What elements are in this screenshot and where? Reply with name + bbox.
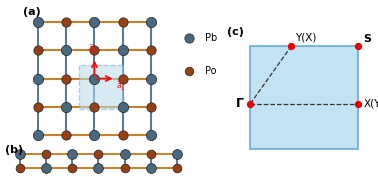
- Point: [121, 152, 127, 155]
- Point: [91, 21, 98, 24]
- Point: [17, 167, 23, 169]
- Point: [288, 45, 294, 48]
- Point: [355, 45, 361, 48]
- Text: $\vec{a}_2$: $\vec{a}_2$: [88, 43, 98, 56]
- Text: (c): (c): [227, 27, 243, 36]
- Point: [247, 102, 253, 105]
- Point: [64, 21, 70, 24]
- Text: Pb: Pb: [205, 33, 218, 43]
- Point: [147, 77, 153, 80]
- Point: [64, 133, 70, 136]
- Point: [64, 105, 70, 108]
- Point: [121, 167, 127, 169]
- Point: [174, 167, 180, 169]
- Point: [36, 105, 42, 108]
- Text: S: S: [363, 34, 371, 44]
- Point: [36, 49, 42, 52]
- Bar: [250, 46, 358, 149]
- Bar: [79, 65, 122, 109]
- Point: [36, 77, 42, 80]
- Point: [147, 49, 153, 52]
- Point: [69, 152, 75, 155]
- Point: [95, 167, 101, 169]
- Point: [43, 152, 49, 155]
- Point: [119, 77, 125, 80]
- Point: [119, 49, 125, 52]
- Point: [147, 21, 153, 24]
- Text: (b): (b): [5, 145, 23, 155]
- Point: [186, 70, 192, 73]
- Point: [91, 105, 98, 108]
- Point: [95, 152, 101, 155]
- Point: [36, 21, 42, 24]
- Point: [64, 49, 70, 52]
- Text: Y(X): Y(X): [295, 32, 317, 42]
- Point: [174, 152, 180, 155]
- Point: [355, 102, 361, 105]
- Text: (a): (a): [23, 7, 41, 17]
- Point: [147, 133, 153, 136]
- Text: $\vec{a}_1$: $\vec{a}_1$: [116, 80, 126, 93]
- Point: [147, 105, 153, 108]
- Point: [91, 77, 98, 80]
- Point: [186, 36, 192, 39]
- Point: [148, 167, 154, 169]
- Text: X(Y): X(Y): [363, 99, 378, 109]
- Text: Γ: Γ: [236, 97, 244, 110]
- Point: [91, 49, 98, 52]
- Point: [64, 77, 70, 80]
- Point: [17, 152, 23, 155]
- Point: [119, 133, 125, 136]
- Text: Po: Po: [205, 66, 217, 76]
- Point: [69, 167, 75, 169]
- Point: [43, 167, 49, 169]
- Point: [148, 152, 154, 155]
- Point: [91, 133, 98, 136]
- Point: [36, 133, 42, 136]
- Point: [119, 21, 125, 24]
- Point: [119, 105, 125, 108]
